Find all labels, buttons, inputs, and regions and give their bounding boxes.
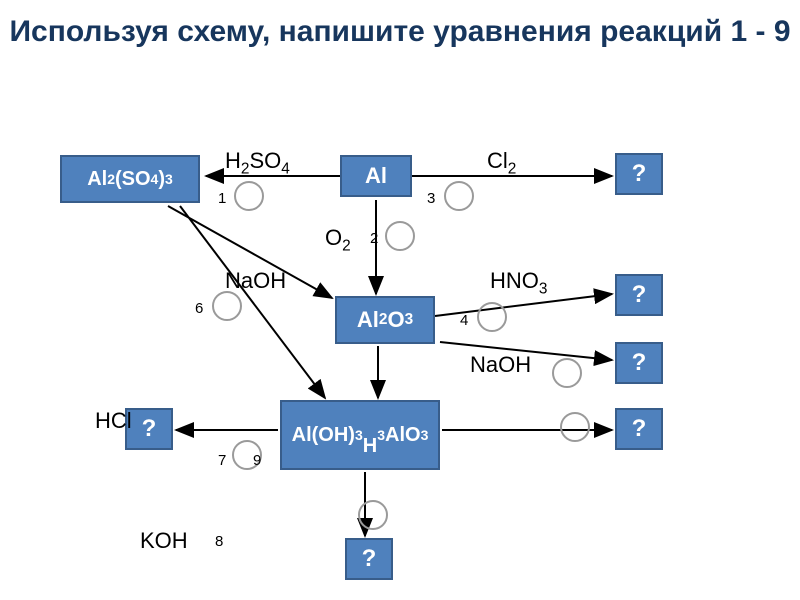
circle-marker — [385, 221, 415, 251]
node-q5: ? — [125, 408, 173, 450]
reaction-number: 9 — [253, 452, 261, 469]
diagram-title: Используя схему, напишите уравнения реак… — [0, 14, 800, 50]
reaction-number: 1 — [218, 190, 226, 207]
reaction-number: 6 — [195, 300, 203, 317]
circle-marker — [234, 181, 264, 211]
circle-marker — [560, 412, 590, 442]
node-q1: ? — [615, 153, 663, 195]
node-aloh3: Al(OH)3 H3AlO3 — [280, 400, 440, 470]
node-al: Al — [340, 155, 412, 197]
node-q3: ? — [615, 342, 663, 384]
circle-marker — [552, 358, 582, 388]
label-naoh2: NaOH — [470, 352, 531, 378]
node-q2: ? — [615, 274, 663, 316]
reaction-number: 4 — [460, 312, 468, 329]
reaction-number: 8 — [215, 533, 223, 550]
label-cl2: Cl2 — [487, 148, 516, 178]
reaction-number: 2 — [370, 230, 378, 247]
node-al2o3: Al2O3 — [335, 296, 435, 344]
reaction-number: 7 — [218, 452, 226, 469]
circle-marker — [212, 291, 242, 321]
node-al2so4: Al2(SO4)3 — [60, 155, 200, 203]
diagram-stage: Используя схему, напишите уравнения реак… — [0, 0, 800, 600]
circle-marker — [444, 181, 474, 211]
label-naoh1: NaOH — [225, 268, 286, 294]
circle-marker — [477, 302, 507, 332]
node-q4: ? — [615, 408, 663, 450]
circle-marker — [358, 500, 388, 530]
node-q6: ? — [345, 538, 393, 580]
label-koh: KOH — [140, 528, 188, 554]
label-hcl: HCl — [95, 408, 132, 434]
label-hno3: HNO3 — [490, 268, 547, 298]
label-h2so4: H2SO4 — [225, 148, 290, 178]
reaction-number: 3 — [427, 190, 435, 207]
label-o2: O2 — [325, 225, 351, 255]
